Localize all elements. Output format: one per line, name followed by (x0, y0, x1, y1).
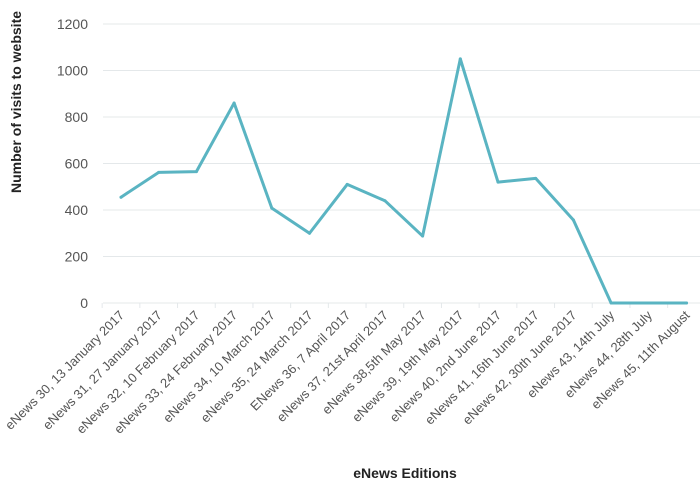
data-point (232, 101, 236, 105)
data-point (609, 301, 613, 305)
data-point (383, 199, 387, 203)
y-tick-label: 1000 (57, 63, 88, 79)
y-tick-label: 1200 (57, 16, 88, 32)
x-axis-title: eNews Editions (353, 465, 457, 481)
data-point (345, 182, 349, 186)
data-point (421, 234, 425, 238)
series-layer (119, 57, 688, 305)
data-point (270, 206, 274, 210)
data-point (308, 231, 311, 235)
data-point (571, 218, 575, 222)
y-tick-label: 400 (65, 202, 89, 218)
y-tick-label: 600 (65, 156, 89, 172)
gridlines (101, 23, 700, 308)
data-point (194, 170, 198, 174)
data-point (157, 170, 161, 174)
series-line (119, 57, 688, 305)
data-point (534, 176, 538, 180)
y-tick-label: 0 (80, 295, 88, 311)
data-point (496, 180, 500, 184)
data-point (119, 195, 123, 199)
y-axis-title: Number of visits to website (8, 11, 24, 193)
y-tick-label: 800 (65, 109, 89, 125)
data-point (685, 301, 688, 305)
x-axis-tick-marks (101, 303, 669, 308)
data-point (647, 301, 651, 305)
y-axis-tick-labels: 0 200 400 600 800 1000 1200 (57, 16, 88, 311)
y-tick-label: 200 (65, 249, 89, 265)
data-point (458, 57, 462, 61)
